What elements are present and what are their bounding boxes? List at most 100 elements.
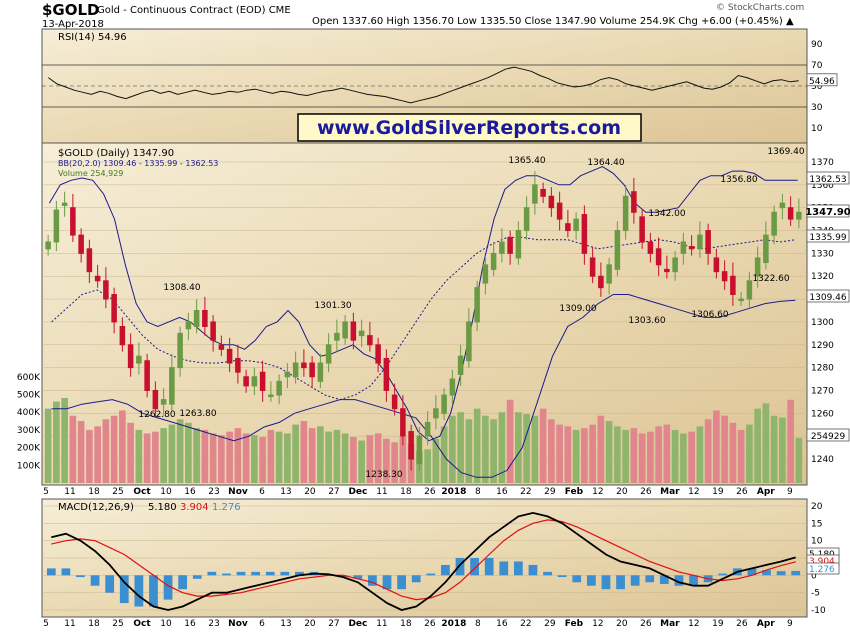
macd-tick-label: -10 — [811, 606, 826, 616]
rsi-tick-label: 90 — [811, 40, 823, 50]
volume-bar — [787, 399, 794, 483]
candle-body — [70, 207, 76, 236]
macd-line — [51, 511, 796, 611]
x-tick-label: 12 — [592, 487, 603, 497]
candle-body — [598, 275, 604, 289]
x-tick-label: 11 — [376, 487, 387, 497]
candle-body — [210, 321, 216, 341]
candle-body — [375, 344, 381, 364]
volume-bar — [589, 424, 596, 483]
candle-body — [581, 214, 588, 254]
volume-bar — [457, 412, 464, 483]
candle-body — [136, 355, 142, 364]
candle-body — [367, 335, 373, 346]
x-tick-label: 25 — [112, 619, 123, 629]
rsi-last-label-box — [806, 73, 838, 87]
price-tick-label: 1360 — [811, 181, 834, 191]
volume-tick-label: 600K — [17, 373, 41, 383]
volume-bar — [498, 412, 506, 483]
macd-histogram-bar — [689, 575, 698, 586]
price-right-label: 1335.99 — [809, 233, 846, 243]
x-tick-label: 13 — [280, 619, 291, 629]
candle-body — [672, 257, 678, 273]
x-tick-label: Nov — [228, 619, 248, 629]
candle-body — [408, 431, 414, 460]
candle-body — [647, 241, 654, 254]
macd-histogram-bar — [265, 571, 275, 576]
candle-body — [177, 332, 183, 369]
exchange-text: CME — [268, 5, 291, 16]
candle-body — [235, 357, 241, 373]
macd-legend-hist: 1.276 — [212, 502, 241, 513]
instrument-name: Gold - Continuous Contract (EOD) CME — [97, 5, 291, 16]
candle-body — [449, 378, 456, 396]
macd-histogram-bar — [557, 575, 567, 578]
candle-body — [614, 230, 621, 270]
volume-bar — [218, 435, 225, 483]
candle-body — [45, 241, 51, 250]
macd-legend-macd: 5.180 — [148, 502, 177, 513]
volume-bar — [539, 408, 547, 483]
volume-bar — [638, 433, 646, 483]
volume-tick-label: 400K — [17, 408, 41, 418]
x-tick-label: 18 — [400, 619, 412, 629]
price-annotation: 1308.40 — [163, 283, 200, 293]
volume-bar — [300, 421, 308, 483]
macd-tick-label: 20 — [811, 502, 823, 512]
candle-body — [383, 357, 390, 391]
price-tick-label: 1240 — [811, 455, 834, 465]
macd-lines — [46, 511, 801, 611]
volume-bar — [193, 428, 200, 483]
price-annotation: 1238.30 — [365, 470, 402, 480]
volume-bar — [490, 419, 497, 483]
x-tick-label: 18 — [88, 619, 100, 629]
candle-body — [259, 371, 266, 391]
candle-body — [705, 230, 711, 254]
candle-body — [457, 355, 464, 375]
x-tick-label: 26 — [640, 487, 652, 497]
candle-body — [292, 362, 299, 378]
candle-body — [400, 408, 406, 437]
candle-body — [309, 362, 315, 378]
volume-bar — [383, 438, 390, 483]
price-legend-bb: BB(20,2.0) 1309.46 - 1335.99 - 1362.53 — [58, 159, 218, 168]
macd-legend-signal: 3.904 — [180, 502, 209, 513]
volume-bar — [234, 428, 242, 483]
macd-histogram-bar — [105, 575, 115, 593]
x-tick-label: 6 — [259, 487, 265, 497]
candle-body — [317, 362, 324, 382]
candle-body — [664, 268, 670, 273]
price-annotation: 1364.40 — [587, 158, 624, 168]
watermark: © StockCharts.com — [716, 3, 805, 13]
volume-bar — [242, 433, 250, 483]
x-tick-label: 6 — [259, 619, 265, 629]
volume-bar — [160, 428, 167, 483]
x-tick-label: 29 — [544, 619, 556, 629]
volume-bar — [275, 431, 283, 483]
macd-histogram-bar — [513, 561, 523, 576]
volume-tick-label: 300K — [17, 426, 41, 436]
x-tick-label: 26 — [736, 487, 748, 497]
volume-bar — [53, 401, 60, 483]
price-right-label: 1347.90 — [805, 207, 850, 218]
candle-body — [342, 321, 348, 339]
candle-body — [193, 310, 200, 327]
volume-bar — [713, 410, 720, 483]
price-right-label-box — [806, 229, 850, 243]
macd-histogram-bar — [119, 575, 129, 604]
volume-bars — [44, 398, 803, 483]
rsi-line — [42, 64, 807, 108]
price-annotation: 1309.00 — [559, 304, 596, 314]
price-annotation: 1303.60 — [628, 316, 665, 326]
rsi-last-label: 54.96 — [809, 77, 835, 87]
x-tick-label: 2018 — [441, 619, 466, 629]
volume-bar — [135, 429, 143, 483]
volume-bar — [482, 415, 489, 483]
macd-histogram-bar — [368, 575, 377, 586]
candle-body — [144, 360, 150, 391]
price-tick-label: 1280 — [811, 364, 834, 374]
volume-bar — [350, 436, 357, 483]
candle-body — [433, 408, 439, 419]
x-tick-label: 19 — [712, 487, 724, 497]
macd-histogram-bar — [572, 575, 582, 583]
